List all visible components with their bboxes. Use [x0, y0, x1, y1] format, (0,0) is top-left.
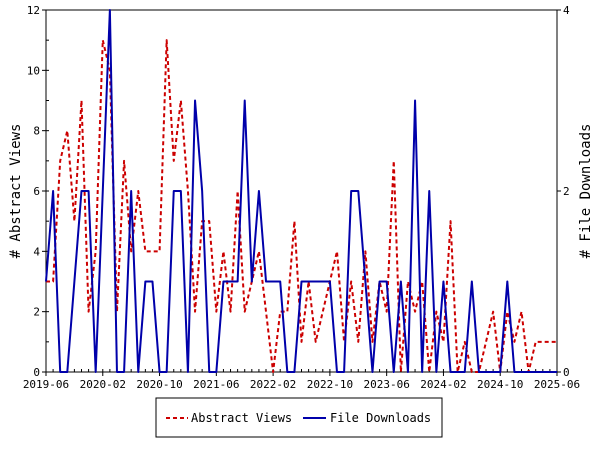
series-line-file-downloads: [45, 9, 557, 373]
x-tick-label: 2019-06: [23, 378, 69, 391]
y-axis-title-left: # Abstract Views: [8, 124, 24, 259]
y-left-tick-label: 12: [27, 4, 40, 17]
x-tick-label: 2024-10: [477, 378, 523, 391]
y-right-tick-label: 2: [563, 185, 570, 198]
legend-box: [155, 397, 443, 438]
legend-label-abstract-views: Abstract Views: [191, 411, 292, 425]
x-tick-label: 2025-06: [534, 378, 580, 391]
x-tick-label: 2020-10: [136, 378, 182, 391]
legend-label-file-downloads: File Downloads: [330, 411, 431, 425]
y-right-tick-label: 0: [563, 366, 570, 379]
x-tick-label: 2023-06: [363, 378, 409, 391]
y-left-tick-label: 4: [33, 245, 40, 258]
x-tick-label: 2021-06: [193, 378, 239, 391]
y-left-tick-label: 0: [33, 366, 40, 379]
x-tick-label: 2022-10: [307, 378, 353, 391]
y-left-tick-label: 6: [33, 185, 40, 198]
legend: Abstract Views File Downloads: [155, 397, 443, 438]
x-tick-label: 2020-02: [80, 378, 126, 391]
x-tick-label: 2024-02: [420, 378, 466, 391]
y-left-tick-label: 8: [33, 125, 40, 138]
x-tick-label: 2022-02: [250, 378, 296, 391]
y-left-tick-label: 10: [27, 64, 40, 77]
series-layer: [45, 9, 557, 373]
y-left-tick-label: 2: [33, 306, 40, 319]
tick-labels: 2019-06 2020-02 2020-10 2021-06 2022-02 2022-…: [23, 4, 580, 391]
series-line-abstract-views: [46, 39, 557, 373]
y-axis-title-right: # File Downloads: [578, 124, 594, 259]
y-right-tick-label: 4: [563, 4, 570, 17]
